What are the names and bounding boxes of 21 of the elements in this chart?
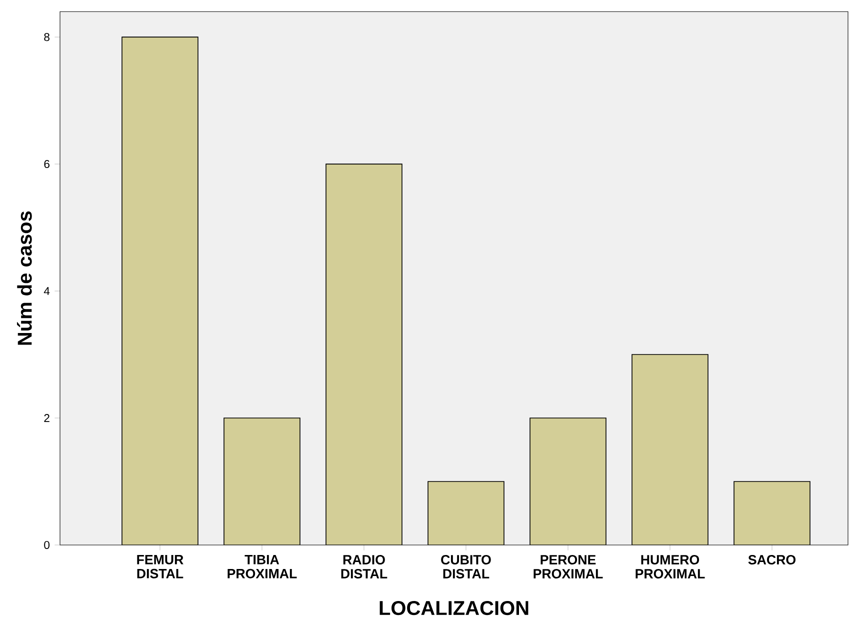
x-tick-label: HUMERO PROXIMAL <box>636 555 705 578</box>
y-tick-label: 4 <box>44 287 50 295</box>
y-tick-label: 0 <box>44 540 50 549</box>
bar <box>326 164 402 545</box>
bar <box>428 481 504 545</box>
x-tick-label: RADIO DISTAL <box>341 555 388 578</box>
y-tick-label: 8 <box>44 33 50 42</box>
x-tick-label: TIBIA PROXIMAL <box>228 555 297 578</box>
bar <box>530 418 606 545</box>
x-tick-label: PERONE PROXIMAL <box>534 555 603 578</box>
bar <box>224 418 300 545</box>
x-axis-title: LOCALIZACION <box>380 600 528 616</box>
bar <box>122 37 198 545</box>
x-tick-label: FEMUR DISTAL <box>137 555 184 578</box>
bar <box>734 481 810 545</box>
bar <box>632 354 708 545</box>
x-tick-label: SACRO <box>748 555 796 564</box>
x-tick-label: CUBITO DISTAL <box>441 555 491 578</box>
y-axis-title: Núm de casos <box>16 211 32 345</box>
y-tick-label: 2 <box>44 414 50 422</box>
y-tick-label: 6 <box>44 160 50 168</box>
